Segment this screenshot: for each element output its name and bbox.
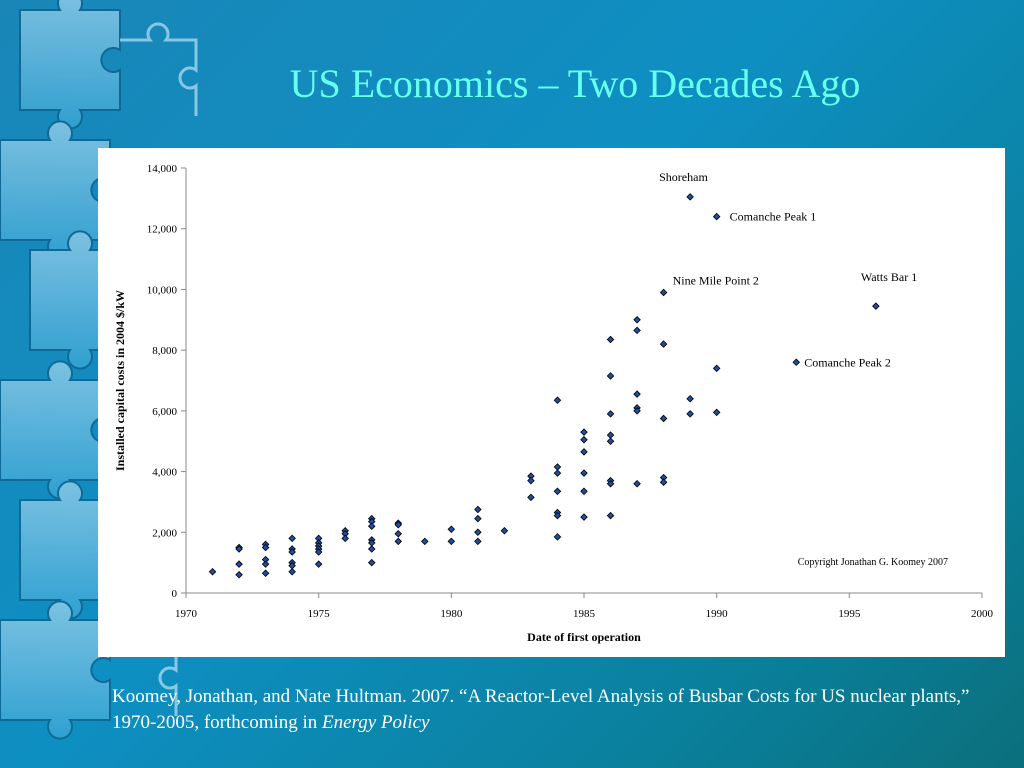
y-tick-label: 6,000 (152, 406, 177, 418)
data-point (792, 358, 801, 367)
data-point (580, 469, 588, 477)
data-point (659, 478, 668, 486)
data-point (686, 193, 694, 201)
data-point (580, 448, 588, 456)
x-tick-label: 1985 (573, 608, 596, 620)
data-point (606, 410, 615, 418)
y-tick-label: 2,000 (152, 527, 177, 539)
data-point (367, 522, 376, 530)
data-point (659, 340, 668, 348)
data-point (633, 407, 641, 415)
data-point (288, 548, 296, 556)
data-point (447, 525, 456, 534)
data-point (341, 534, 349, 543)
x-tick-label: 1975 (308, 608, 331, 620)
y-tick-label: 10,000 (147, 284, 178, 296)
data-point (235, 560, 243, 568)
data-point (606, 511, 615, 520)
data-point (235, 571, 243, 579)
data-point (474, 514, 482, 523)
data-point (367, 558, 376, 567)
point-annotation: Shoreham (659, 170, 708, 184)
data-point (606, 431, 615, 439)
data-point (394, 537, 403, 546)
x-tick-label: 1995 (838, 608, 861, 620)
data-point (580, 513, 588, 521)
y-tick-label: 14,000 (147, 163, 178, 175)
data-point (447, 537, 456, 546)
data-point (527, 493, 535, 502)
data-point (314, 560, 323, 568)
data-point (580, 487, 588, 496)
slide-title: US Economics – Two Decades Ago (289, 61, 861, 106)
data-point (553, 487, 562, 496)
data-point (606, 372, 615, 380)
citation-journal: Energy Policy (322, 712, 430, 733)
data-point (288, 534, 296, 543)
data-point (474, 528, 482, 537)
scatter-chart: 0 2,000 4,000 6,000 8,000 10,000 12,000 14,000 1… (113, 163, 994, 644)
data-point (686, 394, 694, 403)
data-point (394, 530, 403, 538)
data-point (580, 435, 588, 444)
data-point (394, 520, 403, 529)
data-point (261, 560, 270, 568)
data-point (261, 569, 270, 578)
point-annotation: Watts Bar 1 (861, 270, 917, 284)
data-point (235, 545, 243, 553)
point-annotation: Comanche Peak 2 (804, 355, 891, 369)
data-point (659, 414, 668, 423)
data-point (500, 527, 509, 535)
copyright-note: Copyright Jonathan G. Koomey 2007 (798, 557, 948, 568)
y-axis-label: Installed capital costs in 2004 $/kW (113, 290, 127, 471)
data-point (527, 476, 535, 485)
data-point (606, 437, 615, 445)
data-point (686, 410, 694, 418)
point-annotation: Nine Mile Point 2 (673, 273, 759, 287)
data-point (261, 543, 270, 552)
citation: Koomey, Jonathan, and Nate Hultman. 2007… (112, 684, 992, 736)
x-tick-label: 1990 (706, 608, 729, 620)
data-point (474, 537, 482, 546)
data-point (553, 469, 562, 477)
chart-panel: 0 2,000 4,000 6,000 8,000 10,000 12,000 14,000 1… (98, 148, 1005, 657)
point-annotation: Comanche Peak 1 (730, 210, 817, 224)
y-tick-label: 0 (172, 588, 178, 600)
data-point (367, 545, 376, 553)
data-point (872, 302, 880, 310)
data-point (553, 396, 562, 404)
x-axis-label: Date of first operation (527, 630, 641, 644)
data-point (659, 288, 668, 297)
data-point (712, 364, 721, 373)
data-point (314, 548, 323, 556)
y-tick-label: 4,000 (152, 467, 177, 479)
data-point (606, 335, 615, 344)
data-point (474, 505, 482, 514)
data-point (421, 537, 429, 546)
data-point (553, 511, 562, 520)
data-point (712, 408, 721, 417)
data-point (553, 533, 562, 541)
y-tick-label: 12,000 (147, 224, 178, 236)
y-tick-label: 8,000 (152, 345, 177, 357)
data-point (633, 316, 641, 324)
citation-text: Koomey, Jonathan, and Nate Hultman. 2007… (112, 686, 970, 733)
x-tick-label: 1980 (440, 608, 463, 620)
data-point (633, 479, 641, 488)
data-point (633, 326, 641, 335)
data-point (553, 463, 562, 471)
x-tick-label: 2000 (971, 608, 994, 620)
data-point (580, 428, 588, 436)
x-tick-label: 1970 (175, 608, 198, 620)
data-point (288, 567, 296, 576)
data-point (712, 212, 721, 221)
data-point (606, 479, 615, 488)
data-point (633, 390, 641, 398)
data-point (208, 567, 217, 576)
